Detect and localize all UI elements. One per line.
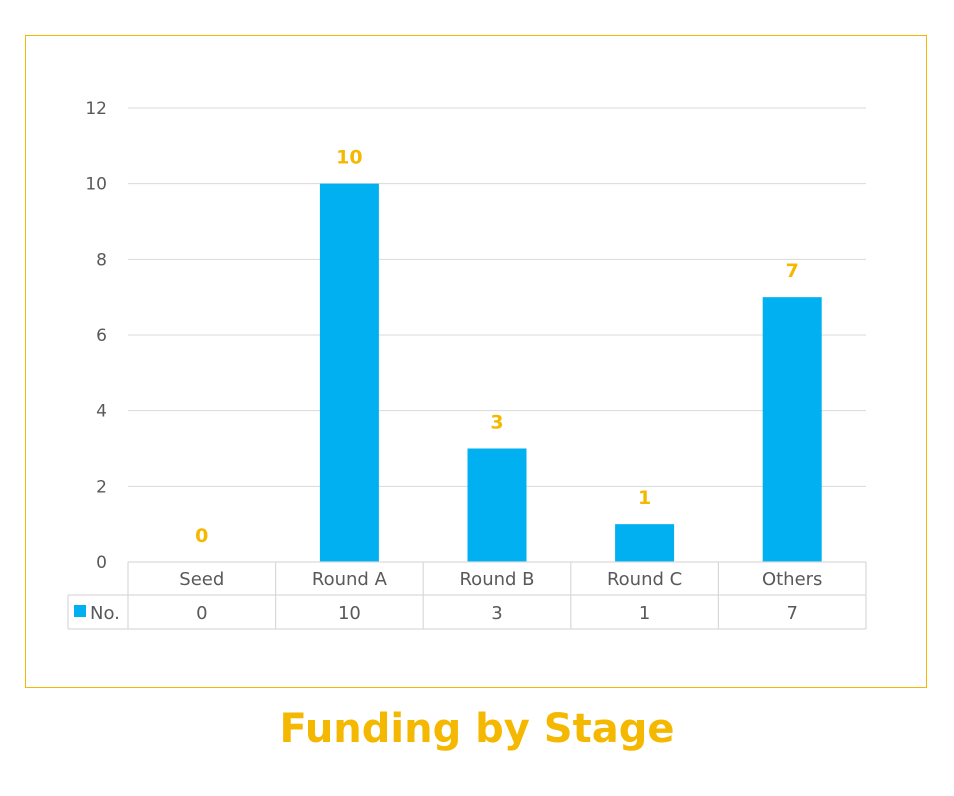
x-category-label: Others — [762, 569, 823, 590]
data-label: 7 — [786, 260, 799, 282]
legend-label: No. — [90, 603, 120, 624]
y-tick-label: 0 — [96, 553, 107, 573]
table-value: 10 — [338, 603, 361, 624]
legend-swatch — [74, 605, 86, 617]
table-value: 7 — [786, 603, 797, 624]
bar — [615, 524, 675, 562]
data-label: 1 — [638, 487, 651, 509]
x-category-label: Round B — [459, 569, 534, 590]
data-label: 0 — [195, 525, 208, 547]
data-label: 3 — [490, 412, 503, 434]
y-tick-label: 4 — [96, 402, 107, 422]
table-value: 1 — [639, 603, 650, 624]
x-category-label: Round A — [312, 569, 388, 590]
data-label: 10 — [336, 147, 362, 169]
bar — [319, 183, 379, 562]
chart-title: Funding by Stage — [279, 706, 675, 752]
table-value: 0 — [196, 603, 207, 624]
y-tick-label: 2 — [96, 477, 107, 497]
x-category-label: Round C — [607, 569, 682, 590]
y-tick-label: 12 — [85, 99, 107, 119]
y-tick-label: 6 — [96, 326, 107, 346]
y-tick-label: 10 — [85, 175, 107, 195]
x-category-label: Seed — [179, 569, 224, 590]
bar — [762, 297, 822, 562]
table-value: 3 — [491, 603, 502, 624]
bar — [467, 448, 527, 562]
y-tick-label: 8 — [96, 250, 107, 270]
